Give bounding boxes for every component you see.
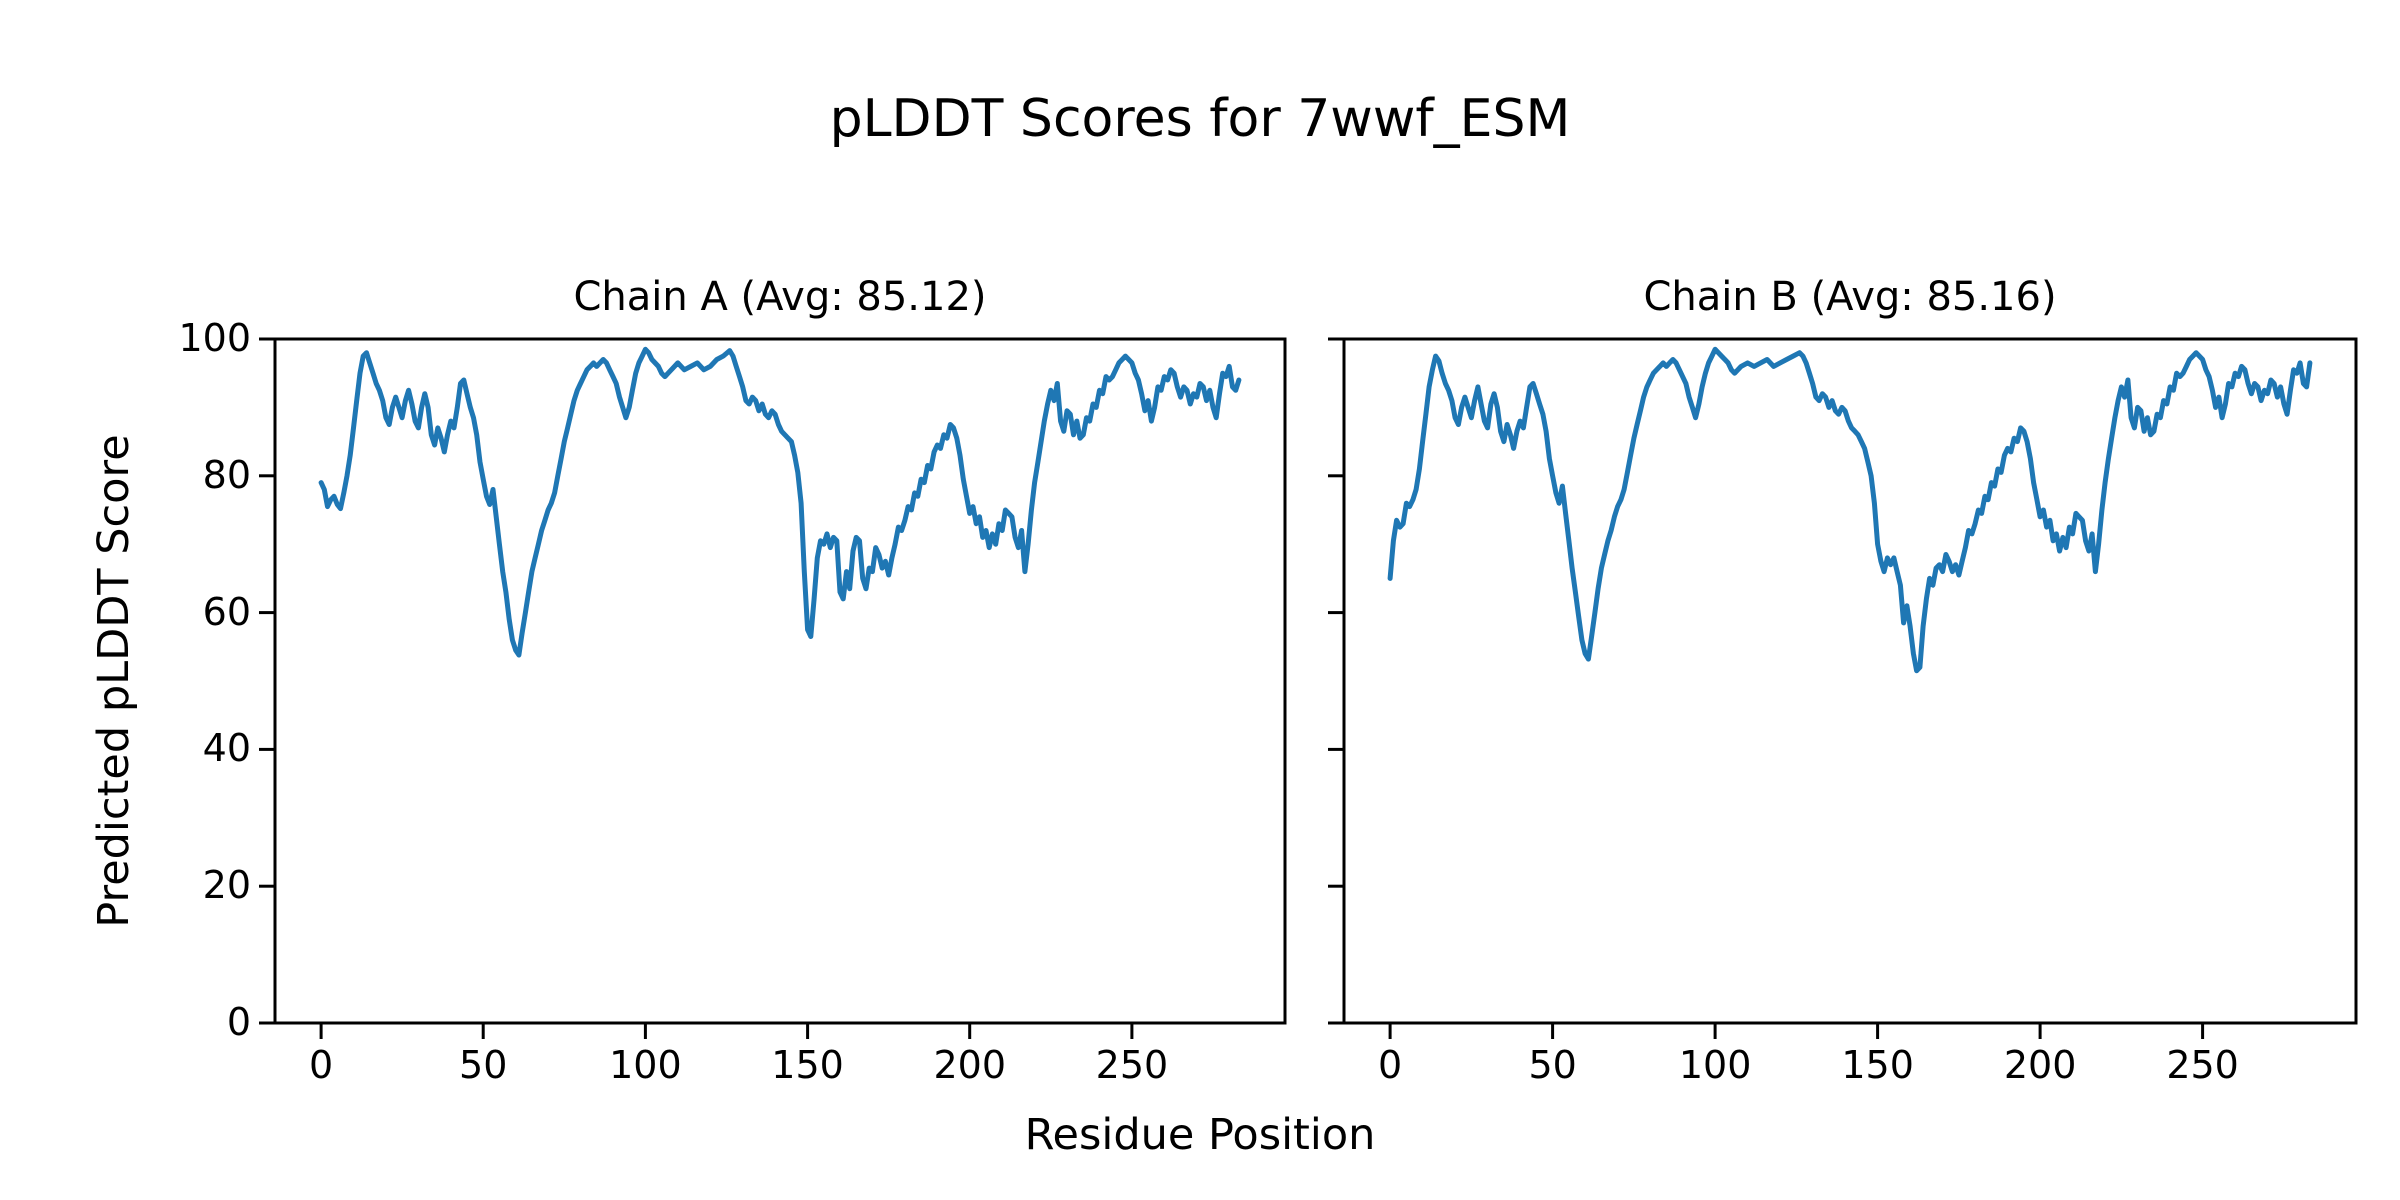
subplot-b-tick-marks	[1328, 337, 2205, 1039]
subplot-b-title: Chain B (Avg: 85.16)	[1643, 274, 2057, 320]
subplot-a-title: Chain A (Avg: 85.12)	[573, 274, 987, 320]
subplot-b-axes	[1328, 337, 2358, 1039]
subplot-b-plddt-line	[1387, 346, 2313, 674]
x-tick-label: 200	[2003, 1043, 2077, 1087]
x-axis-label: Residue Position	[1024, 1110, 1376, 1160]
y-tick-label: 40	[202, 726, 251, 771]
x-tick-label: 50	[459, 1043, 508, 1087]
y-tick-label: 20	[202, 863, 251, 908]
subplot-a-axes	[259, 337, 1287, 1039]
subplot-b-frame	[1342, 337, 2358, 1025]
y-tick-label: 0	[226, 1000, 251, 1045]
x-tick-label: 0	[308, 1043, 334, 1087]
x-tick-label: 0	[1378, 1043, 1403, 1087]
x-tick-label: 250	[1095, 1043, 1169, 1087]
subplot-a-tick-marks	[259, 337, 1134, 1039]
y-tick-label: 100	[178, 316, 251, 361]
subplot-a-plddt-line	[318, 346, 1242, 658]
x-tick-label: 200	[933, 1043, 1006, 1087]
x-tick-label: 250	[2166, 1043, 2239, 1087]
x-tick-label: 100	[609, 1043, 682, 1087]
y-tick-label: 80	[202, 452, 251, 497]
x-tick-label: 50	[1528, 1043, 1577, 1087]
x-tick-label: 150	[1841, 1043, 1914, 1087]
y-tick-label: 60	[202, 589, 251, 634]
x-tick-label: 150	[771, 1043, 844, 1087]
subplot-a-frame	[273, 337, 1287, 1025]
x-tick-label: 100	[1678, 1043, 1752, 1087]
figure-title: pLDDT Scores for 7wwf_ESM	[829, 89, 1571, 149]
